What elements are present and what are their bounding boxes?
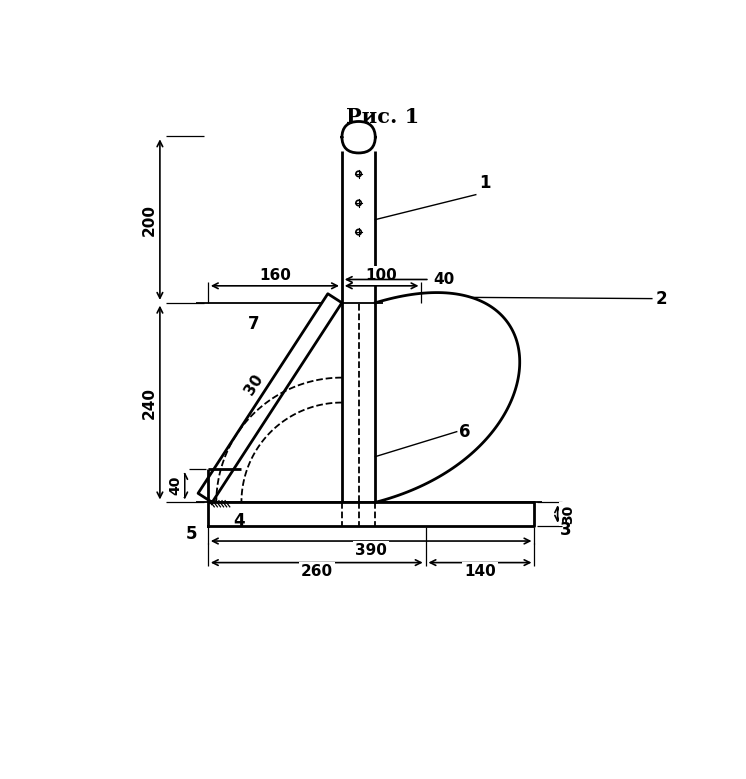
Text: 100: 100 <box>366 268 398 284</box>
Text: 200: 200 <box>142 203 157 235</box>
Text: 140: 140 <box>464 564 496 580</box>
Text: Рис. 1: Рис. 1 <box>345 108 419 127</box>
Text: 390: 390 <box>355 543 387 558</box>
Text: 4: 4 <box>233 513 245 530</box>
Text: 240: 240 <box>142 386 157 418</box>
FancyBboxPatch shape <box>342 122 375 153</box>
Text: 30: 30 <box>242 371 266 397</box>
Text: 2: 2 <box>656 290 668 308</box>
Text: 3: 3 <box>560 521 571 539</box>
Polygon shape <box>198 294 342 502</box>
Text: 6: 6 <box>459 423 471 441</box>
Text: 1: 1 <box>480 174 491 192</box>
Text: 30: 30 <box>562 504 575 523</box>
Text: 260: 260 <box>301 564 333 580</box>
Text: 160: 160 <box>259 268 291 284</box>
Text: 40: 40 <box>433 272 455 287</box>
Text: 7: 7 <box>248 315 260 333</box>
Text: 5: 5 <box>186 525 197 543</box>
Text: 40: 40 <box>169 476 183 495</box>
